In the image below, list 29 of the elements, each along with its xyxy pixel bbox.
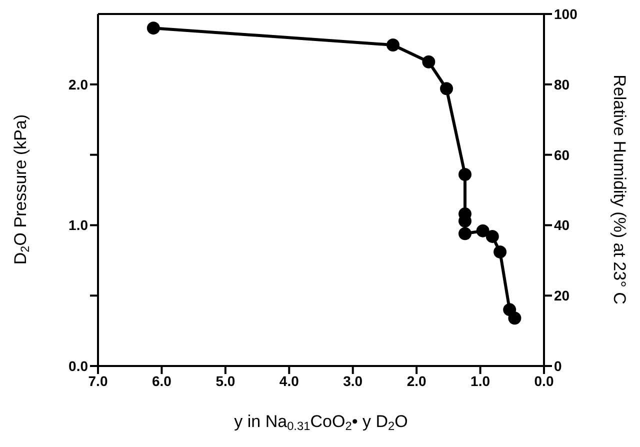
y2-tick-label: 20 bbox=[554, 288, 570, 304]
x-tick-label: 5.0 bbox=[216, 372, 236, 389]
point bbox=[494, 245, 507, 258]
x-tick-label: 6.0 bbox=[152, 372, 172, 389]
point bbox=[458, 168, 472, 182]
point bbox=[440, 82, 454, 96]
y-tick-label: 0.0 bbox=[68, 358, 88, 374]
x-tick-label: 3.0 bbox=[343, 372, 363, 389]
y2-tick-label: 80 bbox=[554, 76, 570, 92]
point bbox=[146, 22, 160, 35]
x-axis-title: y in Na$_{0.31}$CoO$_{2}$• y D$_{2}$O bbox=[234, 412, 408, 433]
point bbox=[458, 227, 472, 240]
y2-tick-label: 0 bbox=[554, 358, 562, 374]
y2-tick-label: 60 bbox=[554, 146, 570, 163]
y-tick-label: 1.0 bbox=[68, 217, 88, 234]
point bbox=[508, 312, 522, 325]
point bbox=[422, 55, 436, 68]
x-tick-label: 4.0 bbox=[279, 372, 300, 389]
x-tick-label: 7.0 bbox=[88, 372, 108, 389]
point bbox=[386, 38, 400, 52]
point bbox=[486, 230, 499, 243]
y2-axis-title: Relative Humidity (%) at 23° C bbox=[610, 74, 629, 304]
x-tick-label: 1.0 bbox=[470, 372, 490, 389]
x-tick-label: 0.0 bbox=[534, 372, 554, 389]
x-tick-label: 2.0 bbox=[406, 372, 427, 389]
y2-tick-label: 100 bbox=[554, 6, 578, 22]
y-tick-label: 2.0 bbox=[68, 76, 88, 92]
point bbox=[476, 224, 490, 238]
y2-tick-label: 40 bbox=[554, 217, 570, 234]
